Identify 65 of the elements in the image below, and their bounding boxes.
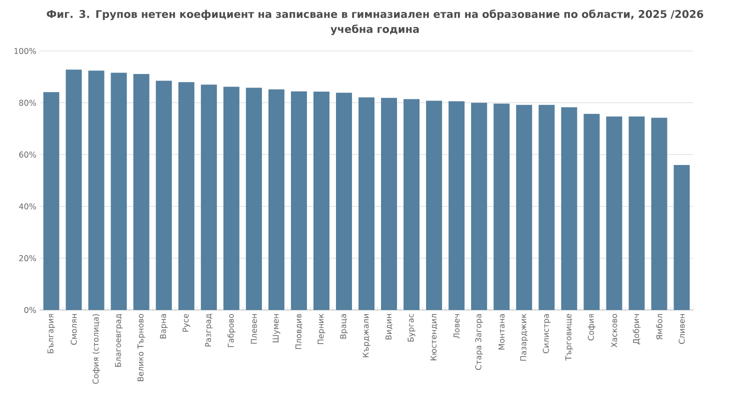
bar (336, 92, 352, 310)
bar (268, 89, 284, 310)
x-tick-label: Сливен (678, 314, 685, 344)
x-tick-label: София (588, 314, 596, 340)
x-tick-label: Русе (182, 314, 190, 332)
chart-title: Фиг. 3. Групов нетен коефициент на записване в гимназиален етап на образование по области, 2025 /2026 учебна година (46, 10, 704, 36)
x-tick-label: България (48, 314, 56, 354)
x-tick-label: Перник (318, 314, 326, 344)
x-tick-label: Ловеч (454, 314, 460, 338)
bar (381, 98, 398, 310)
x-tick-label: Разград (205, 314, 213, 346)
bar (674, 164, 690, 310)
x-tick-label: Велико Търново (138, 314, 146, 382)
y-tick-label: 100% (14, 48, 36, 54)
x-tick-label: Кърджали (362, 314, 370, 358)
bar (404, 99, 420, 310)
bar (200, 84, 217, 310)
bar (651, 118, 668, 310)
x-tick-label: Добрич (632, 314, 641, 344)
x-tick-label: Видин (386, 314, 392, 340)
bar (156, 80, 172, 310)
x-tick-label: Стара Загора (475, 314, 483, 370)
x-tick-label: Шумен (272, 314, 280, 342)
bar (43, 92, 60, 310)
bar (358, 97, 374, 310)
bar (494, 104, 510, 310)
x-tick-label: Хасково (611, 314, 618, 348)
x-tick-label: Търговище (565, 314, 573, 361)
x-tick-label: Кюстендил (430, 314, 438, 360)
x-tick-label: Плевен (250, 314, 257, 344)
x-tick-label: Пазарджик (520, 314, 528, 361)
bar (178, 82, 194, 310)
bar (628, 116, 645, 310)
y-tick-label: 20% (19, 255, 36, 262)
bar (584, 114, 600, 310)
bar (246, 88, 262, 310)
bar (223, 86, 240, 310)
x-tick-label: Ямбол (656, 314, 662, 340)
x-tick-label: Габрово (227, 314, 236, 348)
x-tick-label: Смолян (70, 314, 77, 345)
bar (133, 74, 150, 310)
bar (313, 92, 330, 310)
bar (88, 70, 104, 310)
x-tick-label: Враца (340, 314, 348, 339)
x-tick-label: Силистра (542, 314, 550, 354)
bar (516, 104, 532, 310)
bar (426, 100, 442, 310)
bar (448, 101, 465, 310)
bar (538, 104, 555, 310)
x-tick-label: Монтана (498, 314, 505, 350)
bar (606, 116, 622, 310)
bar (471, 102, 488, 310)
bar (110, 72, 127, 310)
x-tick-label: Пловдив (295, 314, 302, 349)
y-tick-label: 60% (19, 152, 36, 158)
y-tick-label: 0% (24, 306, 36, 314)
y-tick-label: 40% (19, 203, 36, 210)
y-tick-label: 80% (19, 100, 36, 106)
bar (290, 91, 307, 310)
bar (561, 107, 578, 310)
x-tick-label: Бургас (408, 314, 416, 342)
bar (66, 70, 82, 310)
x-tick-label: Варна (160, 314, 168, 338)
x-tick-label: Благоевград (115, 314, 123, 367)
x-tick-label: София (столица) (92, 314, 100, 384)
